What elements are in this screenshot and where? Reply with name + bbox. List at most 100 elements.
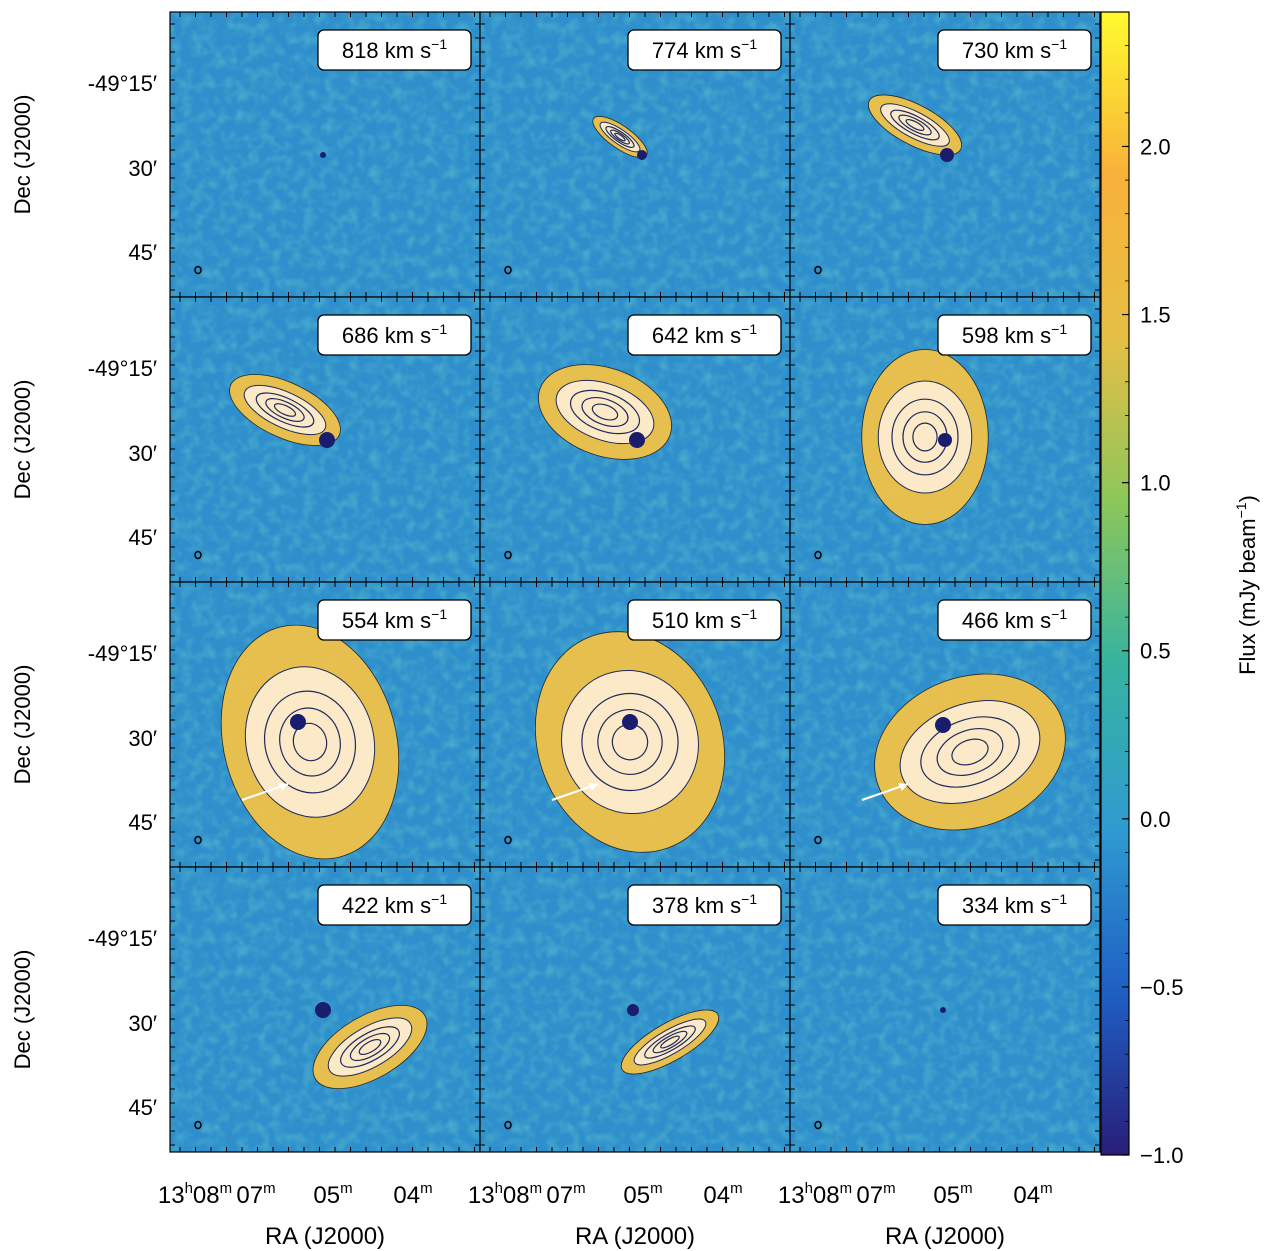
arrow-head <box>278 783 288 791</box>
x-tick-label: 07m <box>236 1180 275 1209</box>
velocity-label-box <box>937 884 1092 926</box>
emission-inner <box>327 1017 413 1077</box>
colorbar-tick-label: 0.0 <box>1140 807 1171 832</box>
contour-line <box>920 716 1020 788</box>
beam-ellipse <box>814 1120 822 1130</box>
emission-region <box>867 94 963 156</box>
colorbar-tick-label: −1.0 <box>1140 1143 1183 1168</box>
contour-line <box>279 707 341 777</box>
velocity-label: 510 km s−1 <box>652 606 757 633</box>
emission-inner <box>599 121 641 153</box>
panel-frame <box>789 866 1101 1153</box>
velocity-label-box <box>317 599 472 641</box>
velocity-label: 378 km s−1 <box>652 891 757 918</box>
y-axis-title: Dec (J2000) <box>10 665 35 785</box>
y-axis-title: Dec (J2000) <box>10 950 35 1070</box>
x-tick-label: 04m <box>393 1180 432 1209</box>
velocity-label-box <box>317 29 472 71</box>
y-tick-label: -49°15′ <box>88 641 157 666</box>
velocity-label-box <box>937 314 1092 356</box>
channel-panel: 642 km s−1 <box>479 296 791 583</box>
y-tick-label: 30′ <box>128 156 157 181</box>
velocity-label-box <box>627 314 782 356</box>
channel-panel: 686 km s−1 <box>169 296 481 583</box>
contour-line <box>358 1038 382 1056</box>
x-tick-label: 07m <box>546 1180 585 1209</box>
velocity-label-box <box>317 884 472 926</box>
channel-panel: 774 km s−1 <box>479 11 791 298</box>
emission-region <box>229 374 341 446</box>
axis-labels: -49°15′ 30′ 45′ Dec (J2000) -49°15′ 30′ 45′ Dec… <box>10 71 1053 1250</box>
x-tick-label: 05m <box>933 1180 972 1209</box>
contour-line <box>591 403 619 421</box>
core-source <box>935 717 951 733</box>
beam-ellipse <box>194 265 202 275</box>
contour-line <box>951 738 989 766</box>
x-tick-label: 04m <box>1013 1180 1052 1209</box>
y-tick-label: -49°15′ <box>88 356 157 381</box>
y-axis-title: Dec (J2000) <box>10 380 35 500</box>
beam-ellipse <box>194 550 202 560</box>
emission-region <box>592 115 648 159</box>
core-source <box>629 432 645 448</box>
contour-line <box>273 403 297 417</box>
core-source <box>940 148 954 162</box>
channel-panel: 598 km s−1 <box>789 296 1101 583</box>
emission-inner <box>633 1018 707 1066</box>
contour-line <box>891 398 959 476</box>
arrow-head <box>898 783 908 791</box>
beam-ellipse <box>504 835 512 845</box>
core-source <box>627 1004 639 1016</box>
y-tick-label: 45′ <box>128 525 157 550</box>
channel-panel: 510 km s−1 <box>479 581 791 868</box>
contour-line <box>581 692 679 792</box>
beam-ellipse <box>504 1120 512 1130</box>
emission-inner <box>561 669 699 815</box>
emission-inner <box>243 384 327 436</box>
core-source <box>637 150 647 160</box>
contour-line <box>569 389 641 435</box>
emission-inner <box>555 379 655 445</box>
x-tick-label: 04m <box>703 1180 742 1209</box>
beam-ellipse <box>814 265 822 275</box>
x-tick-label: 07m <box>856 1180 895 1209</box>
core-source <box>319 432 335 448</box>
velocity-label: 598 km s−1 <box>962 321 1067 348</box>
beam-ellipse <box>504 550 512 560</box>
arrow-annotation <box>241 783 289 801</box>
core-source <box>940 1007 946 1013</box>
velocity-label: 642 km s−1 <box>652 321 757 348</box>
emission-region <box>874 673 1066 831</box>
panel-grid: 818 km s−1 774 km s−1 730 km s−1 686 km s−1… <box>169 11 1101 1153</box>
contour-line <box>581 396 629 428</box>
contour-line <box>263 690 357 794</box>
contour-line <box>912 422 938 452</box>
velocity-label: 730 km s−1 <box>962 36 1067 63</box>
contour-line <box>890 109 940 141</box>
colorbar-tick-label: −0.5 <box>1140 975 1183 1000</box>
contour-line <box>905 118 925 132</box>
colorbar-tick-label: 1.0 <box>1140 471 1171 496</box>
x-tick-label: 05m <box>623 1180 662 1209</box>
y-tick-label: 45′ <box>128 240 157 265</box>
x-axis-title: RA (J2000) <box>265 1223 385 1250</box>
arrow-head <box>588 783 598 791</box>
contour-line <box>340 1026 400 1068</box>
velocity-label: 818 km s−1 <box>342 36 447 63</box>
contour-line <box>644 1025 696 1059</box>
channel-panel: 730 km s−1 <box>789 11 1101 298</box>
colorbar-bar <box>1100 11 1130 1156</box>
velocity-label-box <box>937 29 1092 71</box>
emission-region <box>312 1004 428 1090</box>
y-tick-label: 45′ <box>128 810 157 835</box>
contour-line <box>898 114 932 136</box>
contour-line <box>265 398 305 422</box>
emission-inner <box>880 103 950 147</box>
core-source <box>290 714 306 730</box>
core-source <box>622 714 638 730</box>
core-source <box>315 1002 331 1018</box>
channel-panel: 378 km s−1 <box>479 866 791 1153</box>
x-axis-title: RA (J2000) <box>885 1223 1005 1250</box>
velocity-label: 554 km s−1 <box>342 606 447 633</box>
colorbar-label: Flux (mJy beam−1) <box>1233 495 1260 675</box>
